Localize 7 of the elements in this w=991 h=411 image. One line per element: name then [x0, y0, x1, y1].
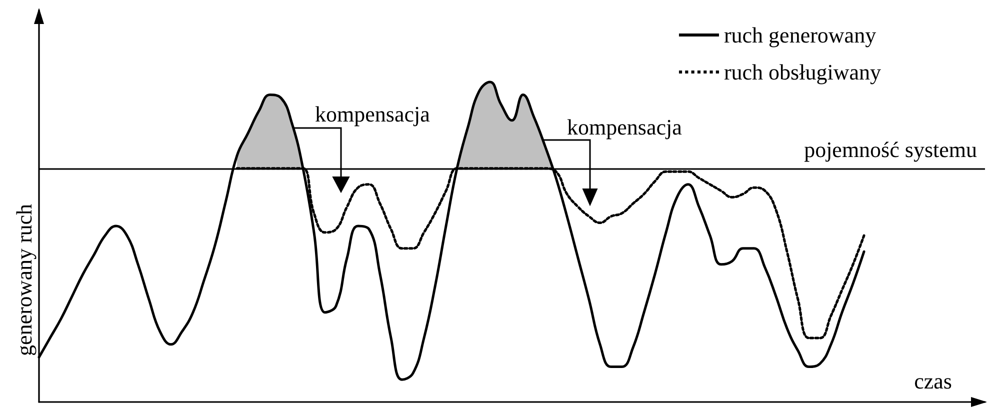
legend-label: ruch generowany [724, 22, 876, 48]
x-axis-title: czas [914, 368, 952, 394]
ref-line-label: pojemność systemu [804, 136, 977, 162]
annotation: kompensacja [315, 102, 430, 126]
annotation: kompensacja [567, 114, 682, 140]
legend-label: ruch obsługiwany [724, 60, 881, 84]
y-axis-title: generowany ruch [12, 204, 36, 356]
